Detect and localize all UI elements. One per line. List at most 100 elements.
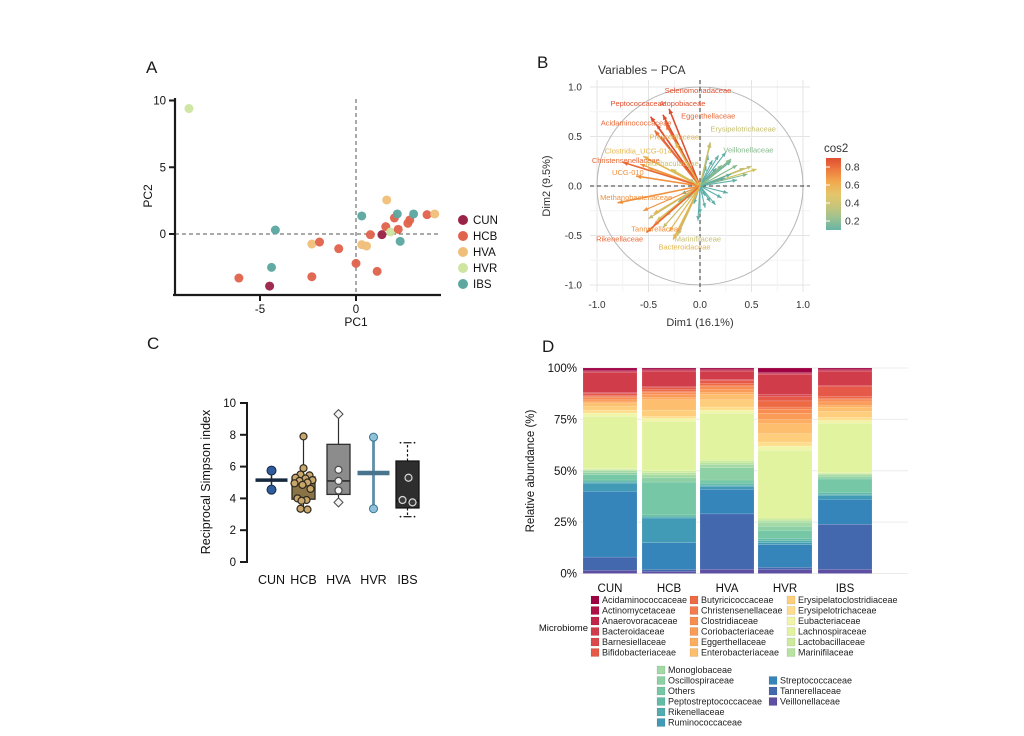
panel-c-label: C (147, 334, 160, 353)
panel-a-label: A (146, 58, 158, 77)
svg-text:HCB: HCB (473, 231, 498, 243)
svg-text:Actinomycetaceae: Actinomycetaceae (602, 606, 676, 616)
pca-scatter-panel: -5 0 0 5 10 PC1 PC2 CUN HCB HVA HVR IBS (141, 96, 498, 330)
svg-text:Bacteroidaceae: Bacteroidaceae (602, 627, 665, 637)
svg-text:Eggerthellaceae: Eggerthellaceae (701, 637, 766, 647)
svg-text:Christensenellaceae: Christensenellaceae (701, 606, 783, 616)
svg-text:75%: 75% (554, 414, 577, 426)
svg-text:Variables − PCA: Variables − PCA (598, 63, 686, 77)
svg-text:10: 10 (223, 398, 236, 410)
svg-text:0.5: 0.5 (745, 300, 759, 311)
svg-text:Dim2 (9.5%): Dim2 (9.5%) (541, 155, 553, 216)
svg-text:Monoglobaceae: Monoglobaceae (668, 665, 732, 675)
svg-text:Enterobacteriaceae: Enterobacteriaceae (701, 648, 779, 658)
svg-text:100%: 100% (548, 363, 577, 375)
svg-text:Marinifilaceae: Marinifilaceae (675, 234, 721, 243)
svg-text:1.0: 1.0 (796, 300, 810, 311)
svg-text:Rikenellaceae: Rikenellaceae (668, 707, 725, 717)
bar-axes: 0% 25% 50% 75% 100% CUN HCB HVA HVR IBS Relative a… (525, 363, 855, 595)
svg-text:Veillonellaceae: Veillonellaceae (780, 697, 840, 707)
svg-text:PC1: PC1 (344, 315, 368, 329)
svg-text:Others: Others (668, 686, 696, 696)
svg-text:Selenomonadaceae: Selenomonadaceae (665, 86, 732, 95)
svg-text:8: 8 (230, 430, 236, 442)
svg-text:Tannerellaceae: Tannerellaceae (631, 225, 682, 234)
microbiome-legend: Microbiome AcidaminococcaceaeActinomyceta… (539, 595, 898, 728)
svg-text:Microbiome: Microbiome (539, 623, 588, 634)
svg-text:HVR: HVR (773, 583, 797, 595)
pca-axes: -5 0 0 5 10 PC1 PC2 (141, 96, 441, 329)
svg-text:0: 0 (230, 557, 236, 569)
svg-text:0: 0 (160, 229, 166, 241)
svg-text:10: 10 (153, 96, 166, 108)
pca-biplot-panel: Variables − PCA 1.0 0.5 0.0 -0.5 -1.0 -1.0 -0.5… (541, 63, 860, 329)
svg-text:HVR: HVR (473, 263, 497, 275)
svg-text:Ruminococcaceae: Ruminococcaceae (668, 718, 742, 728)
pca-legend: CUN HCB HVA HVR IBS (458, 215, 498, 291)
svg-text:HVR: HVR (360, 573, 386, 587)
simpson-boxplot-panel: 0 2 4 6 8 10 Reciprocal Simpson index CUN HCB HVA… (199, 398, 420, 587)
svg-text:PC2: PC2 (141, 184, 155, 208)
svg-text:50%: 50% (554, 466, 577, 478)
svg-text:-1.0: -1.0 (588, 300, 606, 311)
svg-text:1.0: 1.0 (568, 83, 582, 94)
svg-text:25%: 25% (554, 517, 577, 529)
svg-text:Prevotellaceae: Prevotellaceae (649, 132, 699, 141)
svg-text:5: 5 (160, 162, 166, 174)
svg-text:Bacteroidaceae: Bacteroidaceae (658, 242, 710, 251)
svg-text:Rikenellaceae: Rikenellaceae (596, 234, 643, 243)
svg-text:Relative abundance (%): Relative abundance (%) (525, 409, 537, 532)
svg-text:Erysipelatoclostridiaceae: Erysipelatoclostridiaceae (798, 595, 898, 605)
svg-text:HCB: HCB (657, 583, 682, 595)
svg-text:-5: -5 (255, 304, 265, 316)
svg-text:HVA: HVA (473, 247, 496, 259)
svg-text:CUN: CUN (473, 215, 498, 227)
svg-text:Eggerthellaceae: Eggerthellaceae (681, 112, 735, 121)
biplot-axes: 1.0 0.5 0.0 -0.5 -1.0 -1.0 -0.5 0.0 0.5 1.0 Dim1 (… (541, 80, 810, 329)
svg-text:cos2: cos2 (824, 143, 848, 155)
cos2-colorbar: cos2 0.8 0.6 0.4 0.2 (824, 143, 860, 230)
svg-text:Coriobacteriaceae: Coriobacteriaceae (701, 627, 774, 637)
svg-text:Clostridia_UCG-014: Clostridia_UCG-014 (605, 146, 672, 155)
svg-text:Atopobiaceae: Atopobiaceae (660, 99, 706, 108)
svg-text:0.2: 0.2 (845, 216, 860, 228)
svg-text:Marinifilaceae: Marinifilaceae (798, 648, 854, 658)
svg-text:Veillonellaceae: Veillonellaceae (723, 145, 773, 154)
svg-text:0%: 0% (560, 569, 577, 581)
svg-text:HCB: HCB (290, 573, 316, 587)
svg-text:Muribaculaceae: Muribaculaceae (646, 159, 699, 168)
box-groups (255, 408, 420, 518)
svg-text:Butyricicoccaceae: Butyricicoccaceae (701, 595, 774, 605)
svg-text:Eubacteriaceae: Eubacteriaceae (798, 616, 861, 626)
svg-text:0.4: 0.4 (845, 198, 860, 210)
svg-text:IBS: IBS (473, 279, 492, 291)
svg-text:Dim1 (16.1%): Dim1 (16.1%) (666, 317, 733, 329)
abundance-barchart-panel: 0% 25% 50% 75% 100% CUN HCB HVA HVR IBS Relative a… (525, 363, 908, 728)
svg-text:Lactobacillaceae: Lactobacillaceae (798, 637, 865, 647)
svg-text:Peptococcaceae: Peptococcaceae (610, 99, 665, 108)
svg-text:0.8: 0.8 (845, 162, 860, 174)
svg-text:-0.5: -0.5 (565, 231, 583, 242)
svg-text:0.0: 0.0 (693, 300, 707, 311)
svg-text:0.6: 0.6 (845, 180, 860, 192)
svg-text:6: 6 (230, 462, 236, 474)
svg-text:0.0: 0.0 (568, 182, 582, 193)
svg-text:Reciprocal Simpson index: Reciprocal Simpson index (199, 409, 213, 554)
svg-text:Bifidobacteriaceae: Bifidobacteriaceae (602, 648, 676, 658)
svg-text:Acidaminococcaceae: Acidaminococcaceae (602, 595, 687, 605)
svg-text:UCG-010: UCG-010 (612, 168, 644, 177)
svg-text:IBS: IBS (836, 583, 855, 595)
svg-text:Lachnospiraceae: Lachnospiraceae (798, 627, 867, 637)
svg-text:Clostridiaceae: Clostridiaceae (701, 616, 758, 626)
svg-text:CUN: CUN (258, 573, 285, 587)
svg-text:4: 4 (230, 493, 237, 505)
svg-text:Peptostreptococcaceae: Peptostreptococcaceae (668, 697, 762, 707)
biplot-arrow-labels: SelenomonadaceaePeptococcaceaeAtopobiace… (592, 86, 776, 251)
svg-text:HVA: HVA (716, 583, 739, 595)
svg-text:Barnesiellaceae: Barnesiellaceae (602, 637, 666, 647)
biplot-arrows (617, 108, 732, 240)
pca-points (184, 104, 440, 291)
svg-text:2: 2 (230, 525, 236, 537)
svg-text:-0.5: -0.5 (640, 300, 658, 311)
